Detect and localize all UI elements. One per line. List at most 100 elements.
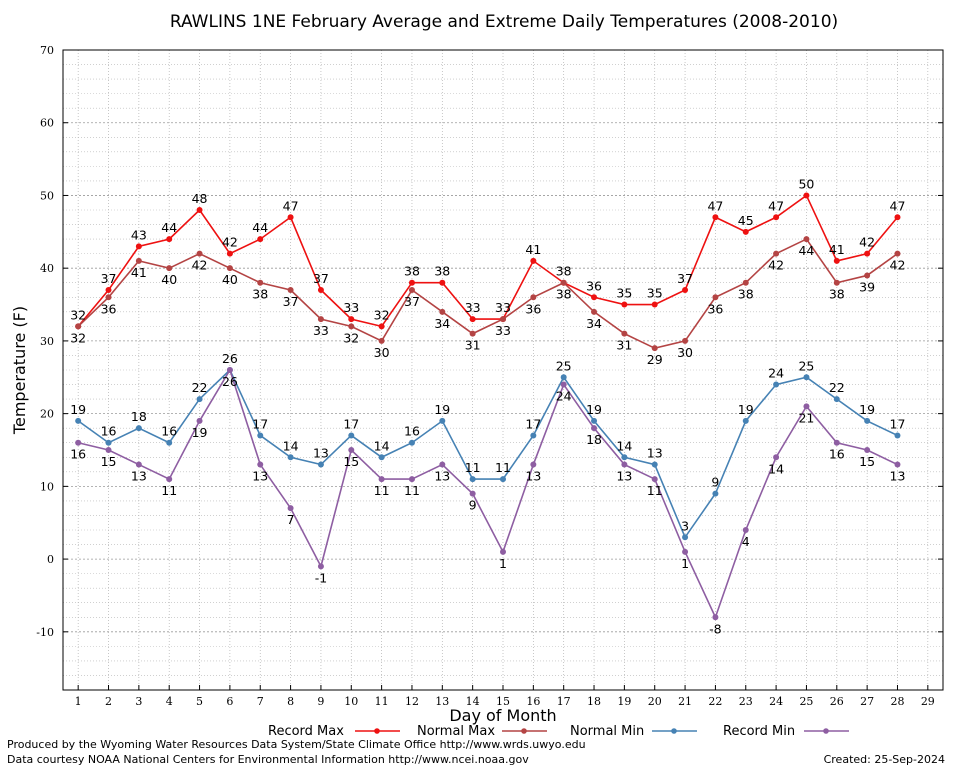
record-max-data-label: 50 xyxy=(798,176,814,191)
normal-max-point xyxy=(75,323,82,330)
record-min-point xyxy=(317,563,324,570)
record-max-point xyxy=(378,323,385,330)
normal-max-data-label: 34 xyxy=(434,316,450,331)
normal-max-data-label: 32 xyxy=(70,330,86,345)
normal-min-data-label: 24 xyxy=(768,366,784,381)
x-tick-label: 24 xyxy=(769,695,783,708)
legend: Record Max Normal Max Normal Min Record … xyxy=(268,724,849,739)
record-min-data-label: -1 xyxy=(315,570,327,585)
record-min-data-label: 11 xyxy=(404,483,420,498)
normal-max-point xyxy=(833,279,840,286)
normal-min-data-label: 25 xyxy=(556,358,572,373)
y-axis-label: Temperature (F) xyxy=(10,306,29,435)
normal-min-data-label: 19 xyxy=(434,402,450,417)
normal-max-data-label: 31 xyxy=(465,338,481,353)
record-max-point xyxy=(712,214,719,221)
normal-max-data-label: 42 xyxy=(192,258,208,273)
normal-min-point xyxy=(833,396,840,403)
normal-min-data-label: 19 xyxy=(70,402,86,417)
normal-min-point xyxy=(317,461,324,468)
record-min-data-label: 13 xyxy=(252,469,268,484)
normal-min-point xyxy=(773,381,780,388)
normal-min-line xyxy=(77,368,898,539)
normal-max-data-label: 36 xyxy=(525,301,541,316)
normal-max-data-label: 40 xyxy=(222,272,238,287)
record-min-data-label: 15 xyxy=(101,454,117,469)
x-tick-label: 20 xyxy=(648,695,662,708)
record-max-point xyxy=(348,316,355,323)
normal-max-data-label: 39 xyxy=(859,279,875,294)
normal-min-point xyxy=(75,417,82,424)
x-tick-label: 26 xyxy=(830,695,844,708)
record-min-line xyxy=(77,368,898,620)
record-min-data-label: 1 xyxy=(681,556,689,571)
record-max-data-label: 47 xyxy=(768,198,784,213)
normal-max-data-label: 42 xyxy=(890,258,906,273)
record-min-point xyxy=(682,548,689,555)
record-min-point xyxy=(166,476,173,483)
normal-min-data-label: 13 xyxy=(313,446,329,461)
normal-min-data-label: 17 xyxy=(252,416,268,431)
record-max-data-label: 41 xyxy=(829,242,845,257)
normal-max-point xyxy=(348,323,355,330)
record-min-data-label: 11 xyxy=(647,483,663,498)
legend-swatch-marker xyxy=(823,728,829,734)
x-tick-label: 21 xyxy=(678,695,692,708)
record-min-point xyxy=(560,381,567,388)
record-min-point xyxy=(742,527,749,533)
normal-max-point xyxy=(742,279,749,286)
record-max-point xyxy=(166,236,173,243)
normal-max-data-label: 30 xyxy=(677,345,693,360)
normal-min-point xyxy=(196,396,203,403)
normal-min-point xyxy=(500,476,506,483)
normal-min-point xyxy=(560,374,567,381)
normal-min-point xyxy=(378,454,385,461)
series-layer xyxy=(75,192,901,621)
normal-max-point xyxy=(439,308,446,315)
normal-max-point xyxy=(651,345,658,352)
record-min-data-label: 21 xyxy=(798,410,814,425)
normal-max-data-label: 29 xyxy=(647,352,663,367)
normal-min-data-label: 22 xyxy=(192,380,208,395)
footer-produced-by: Produced by the Wyoming Water Resources … xyxy=(7,738,586,751)
record-min-data-label: 13 xyxy=(131,469,147,484)
normal-max-point xyxy=(500,316,506,323)
legend-item-normal-max: Normal Max xyxy=(417,724,547,739)
record-min-data-label: 15 xyxy=(859,454,875,469)
normal-max-point xyxy=(591,308,598,315)
normal-max-point xyxy=(408,287,415,293)
x-tick-label: 16 xyxy=(526,695,540,708)
record-max-data-label: 47 xyxy=(283,198,299,213)
normal-max-point xyxy=(196,250,203,257)
record-max-point xyxy=(469,316,476,323)
normal-min-data-label: 14 xyxy=(283,438,299,453)
normal-max-data-label: 36 xyxy=(101,301,117,316)
x-tick-label: 25 xyxy=(799,695,813,708)
record-min-point xyxy=(378,476,385,483)
normal-min-point xyxy=(408,439,415,446)
record-min-data-label: 26 xyxy=(222,374,238,389)
record-max-data-label: 38 xyxy=(404,264,420,279)
record-min-data-label: 13 xyxy=(616,469,632,484)
record-min-point xyxy=(500,548,506,555)
record-min-data-label: 15 xyxy=(343,454,359,469)
record-max-data-label: 32 xyxy=(70,307,86,322)
record-min-point xyxy=(348,447,355,453)
normal-max-point xyxy=(469,330,476,337)
record-max-point xyxy=(591,294,598,301)
record-min-point xyxy=(621,461,628,468)
normal-max-point xyxy=(864,272,871,279)
normal-max-point xyxy=(560,279,567,286)
normal-min-point xyxy=(894,432,901,439)
record-min-data-label: 16 xyxy=(829,447,845,462)
record-max-point xyxy=(833,257,840,264)
record-max-data-label: 44 xyxy=(252,220,268,235)
record-max-data-label: 38 xyxy=(556,264,572,279)
x-tick-label: 22 xyxy=(708,695,722,708)
footer-data-courtesy: Data courtesy NOAA National Centers for … xyxy=(7,753,529,766)
record-min-point xyxy=(591,425,598,432)
record-max-point xyxy=(742,228,749,235)
record-min-point xyxy=(651,476,658,483)
